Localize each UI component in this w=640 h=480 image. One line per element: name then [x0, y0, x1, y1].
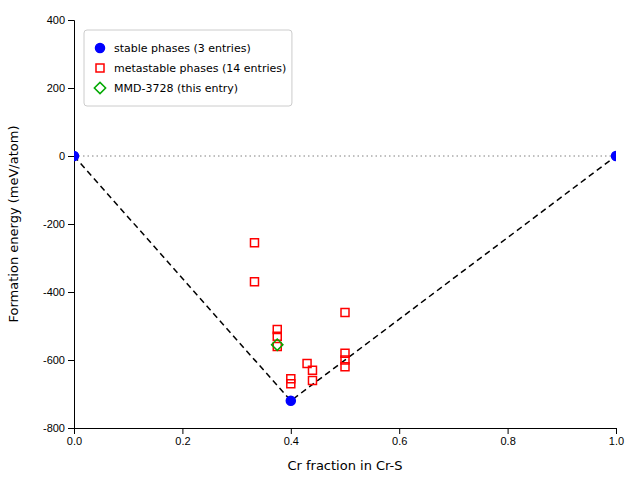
- x-axis-line: [75, 429, 617, 435]
- point: [287, 375, 295, 383]
- tick-mark: [68, 20, 74, 21]
- tick-label: 200: [47, 82, 65, 94]
- tick: 0.0: [67, 428, 82, 447]
- point: [250, 278, 258, 286]
- tick-mark: [68, 156, 74, 157]
- tick: -400: [43, 286, 74, 298]
- tick-mark: [508, 428, 509, 434]
- reference-line: [74, 156, 616, 157]
- tick-label: 0.6: [392, 435, 407, 447]
- tick-mark: [68, 88, 74, 89]
- point: [611, 151, 616, 160]
- tick-mark: [616, 428, 617, 434]
- point: [341, 363, 349, 371]
- tick: 0.2: [175, 428, 190, 447]
- legend-box: [84, 30, 292, 106]
- tick-mark: [291, 428, 292, 434]
- tick-label: -400: [43, 286, 65, 298]
- x-axis: 0.0 0.2 0.4 0.6 0.8 1.0: [67, 428, 624, 447]
- tick: 0.8: [500, 428, 515, 447]
- legend-label: stable phases (3 entries): [114, 42, 251, 55]
- x-axis-title: Cr fraction in Cr-S: [287, 458, 402, 473]
- point: [287, 380, 295, 388]
- hull-line: [74, 156, 616, 401]
- legend-label: MMD-3728 (this entry): [114, 82, 238, 95]
- legend-symbol: [95, 43, 104, 52]
- marks: [74, 151, 616, 405]
- point: [341, 308, 349, 316]
- tick-label: 0.4: [284, 435, 299, 447]
- point: [272, 339, 283, 350]
- point: [250, 239, 258, 247]
- tick: 0.6: [392, 428, 407, 447]
- legend-label: metastable phases (14 entries): [114, 62, 286, 75]
- tick-mark: [182, 428, 183, 434]
- legend-symbol: [96, 64, 104, 72]
- legend-entry: MMD-3728 (this entry): [94, 82, 238, 95]
- legend-entry: metastable phases (14 entries): [96, 62, 286, 75]
- tick: -200: [43, 218, 74, 230]
- tick-mark: [68, 360, 74, 361]
- tick: 0.4: [284, 428, 299, 447]
- tick-mark: [399, 428, 400, 434]
- point: [286, 396, 295, 405]
- tick-label: 0.0: [67, 435, 82, 447]
- legend-symbol: [94, 82, 105, 93]
- chart: 0.0 0.2 0.4 0.6 0.8 1.0 -800 -600 -400 -200 0 200 40…: [0, 0, 640, 480]
- tick-label: 1.0: [609, 435, 624, 447]
- tick-label: -600: [43, 354, 65, 366]
- tick: -600: [43, 354, 74, 366]
- tick-label: -200: [43, 218, 65, 230]
- tick-label: 0.8: [500, 435, 515, 447]
- y-axis-title: Formation energy (meV/atom): [6, 126, 21, 323]
- tick: 1.0: [609, 428, 624, 447]
- tick-label: 400: [47, 14, 65, 26]
- tick: 200: [47, 82, 74, 94]
- tick-label: -800: [43, 422, 65, 434]
- tick: 400: [47, 14, 74, 26]
- legend-entry: stable phases (3 entries): [95, 42, 250, 55]
- y-axis-line: [68, 21, 75, 429]
- y-axis: -800 -600 -400 -200 0 200 400: [43, 14, 75, 434]
- tick-label: 0: [59, 150, 65, 162]
- tick: 0: [59, 150, 74, 162]
- point: [273, 342, 281, 350]
- tick-mark: [68, 428, 74, 429]
- point: [308, 366, 316, 374]
- tick-label: 0.2: [175, 435, 190, 447]
- point: [308, 376, 316, 384]
- legend: stable phases (3 entries) metastable phas…: [84, 30, 292, 106]
- tick-mark: [68, 224, 74, 225]
- tick-mark: [68, 292, 74, 293]
- plot: 0.0 0.2 0.4 0.6 0.8 1.0 -800 -600 -400 -200 0 200 40…: [6, 14, 624, 473]
- point: [74, 151, 79, 160]
- tick: -800: [43, 422, 74, 434]
